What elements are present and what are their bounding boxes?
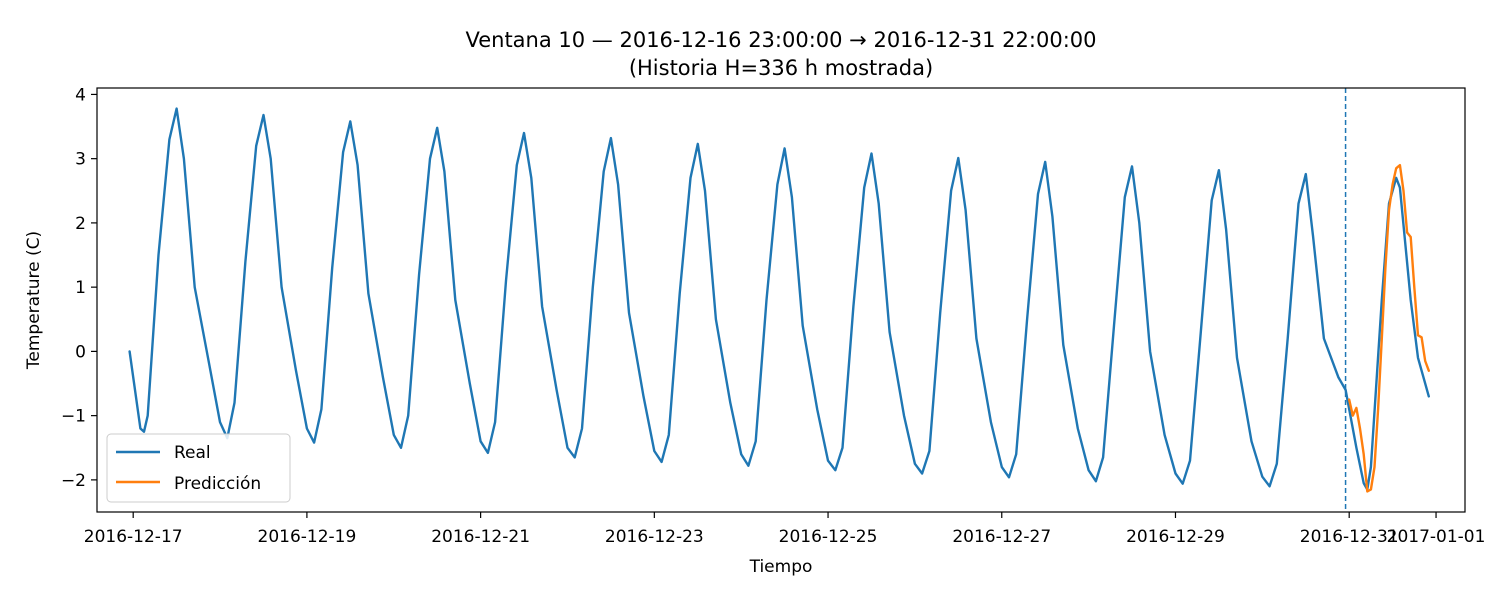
legend: Real Predicción [106,433,291,503]
legend-label-prediccion: Predicción [174,474,261,494]
y-tick-label-0: −2 [61,471,86,491]
x-tick-label-3: 2016-12-23 [605,527,704,547]
y-tick-label-5: 3 [75,150,86,170]
chart-subtitle: (Historia H=336 h mostrada) [629,56,933,80]
y-tick-label-4: 2 [75,214,86,234]
axis-ticks: 2016-12-17 2016-12-19 2016-12-21 2016-12-23… [61,85,1486,547]
series-line-1 [1348,163,1430,493]
x-axis-label: Tiempo [749,557,813,577]
x-tick-label-5: 2016-12-27 [952,527,1051,547]
x-tick-label-8: 2017-01-01 [1387,527,1486,547]
x-tick-label-0: 2016-12-17 [84,527,183,547]
x-tick-label-4: 2016-12-25 [779,527,878,547]
x-tick-label-7: 2016-12-31 [1300,527,1399,547]
y-tick-label-1: −1 [61,407,86,427]
series-line-0 [128,107,1430,491]
plot-area [128,88,1430,512]
y-tick-label-6: 4 [75,85,86,105]
y-axis-label: Temperature (C) [24,231,44,370]
x-tick-label-1: 2016-12-19 [258,527,357,547]
axes-frame [96,87,1466,513]
chart-title: Ventana 10 — 2016-12-16 23:00:00 → 2016-… [465,28,1096,52]
x-tick-label-2: 2016-12-21 [431,527,530,547]
y-tick-label-2: 0 [75,342,86,362]
legend-label-real: Real [174,443,211,463]
x-tick-label-6: 2016-12-29 [1126,527,1225,547]
y-tick-label-3: 1 [75,278,86,298]
